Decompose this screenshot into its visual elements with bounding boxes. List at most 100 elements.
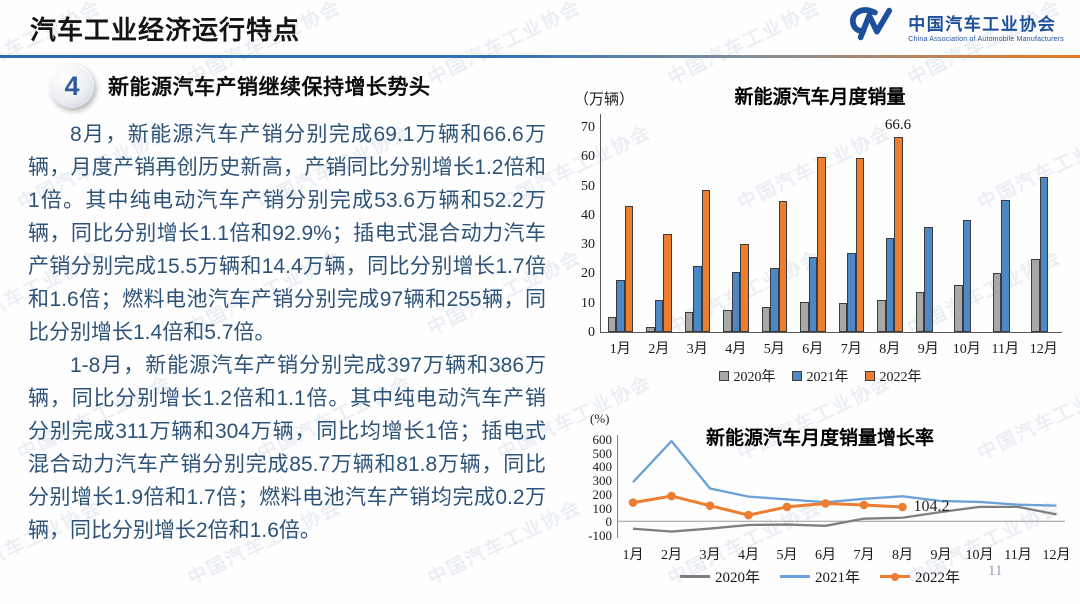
bar-x-label: 12月 — [1029, 342, 1058, 357]
legend-swatch-icon — [864, 371, 875, 381]
bar-y-tick: 10 — [581, 295, 595, 311]
growth-x-label: 2月 — [661, 548, 682, 563]
sales-chart-plot: 70 60 50 40 30 20 10 0 1月 2月 3月 4月 5月 6月 7月 8月 9月 10月 11月 1… — [581, 114, 1062, 357]
bar-x-label: 7月 — [840, 342, 862, 357]
bar-2020年-3月 — [684, 312, 693, 332]
bar-2020年-4月 — [723, 310, 732, 332]
bar-y-tick: 60 — [581, 149, 595, 165]
growth-y-tick: 0 — [605, 514, 613, 530]
line-series-2021年 — [632, 439, 1057, 507]
bar-2020年-11月 — [992, 273, 1001, 332]
bar-2021年-8月 — [885, 238, 894, 332]
bar-2020年-12月 — [1031, 259, 1040, 332]
paragraph-august: 8月，新能源汽车产销分别完成69.1万辆和66.6万辆，月度产销再创历史新高，产… — [28, 123, 546, 344]
legend-item-2021年: 2021年 — [791, 366, 849, 386]
bar-x-label: 10月 — [952, 342, 981, 357]
bar-2022年-2月 — [663, 234, 672, 332]
growth-x-label: 1月 — [622, 548, 644, 563]
bar-2021年-9月 — [924, 227, 933, 332]
bar-2021年-10月 — [962, 219, 971, 332]
bar-2021年-7月 — [847, 252, 856, 332]
marker-2022年-3月 — [705, 501, 715, 510]
bar-2020年-1月 — [607, 317, 616, 332]
marker-2022年-1月 — [628, 498, 638, 507]
growth-chart-canvas — [616, 435, 1065, 538]
bar-2020年-7月 — [838, 303, 847, 332]
legend-item-2022年: 2022年 — [880, 566, 960, 587]
bar-y-tick: 40 — [581, 207, 595, 223]
bar-2021年-1月 — [616, 279, 625, 332]
legend-item-2020年: 2020年 — [679, 566, 760, 587]
bar-x-label: 3月 — [686, 342, 708, 357]
logo-org-name: 中国汽车工业协会 — [908, 15, 1057, 34]
legend-label: 2022年 — [879, 370, 922, 385]
caam-logo-text: 中国汽车工业协会 China Association of Automobile… — [908, 10, 1064, 43]
growth-x-label: 12月 — [1042, 548, 1071, 563]
bar-2022年-3月 — [701, 190, 710, 332]
marker-2022年-2月 — [667, 491, 676, 501]
growth-x-label: 7月 — [853, 548, 875, 563]
legend-label: 2020年 — [733, 370, 776, 385]
caam-logo: 中国汽车工业协会 China Association of Automobile… — [848, 4, 1064, 49]
section-heading-row: 4 新能源汽车产销继续保持增长势头 — [28, 64, 548, 108]
growth-x-label: 3月 — [699, 548, 721, 563]
bar-2020年-5月 — [761, 307, 770, 332]
bar-y-tick: 70 — [581, 120, 595, 135]
caam-logo-mark-icon — [848, 4, 900, 49]
bar-2021年-6月 — [808, 257, 817, 332]
growth-chart-legend: 2020年 2021年 2022年 — [560, 566, 1080, 587]
bar-2021年-2月 — [654, 299, 663, 332]
bar-data-label: 66.6 — [884, 116, 912, 133]
legend-label: 2022年 — [915, 570, 961, 586]
legend-marker-icon — [891, 572, 899, 581]
bar-x-label: 5月 — [763, 342, 785, 357]
growth-x-label: 9月 — [930, 548, 952, 563]
page-title: 汽车工业经济运行特点 — [30, 15, 301, 45]
monthly-sales-bar-chart: （万辆） 新能源汽车月度销量 70 60 50 40 30 20 10 0 1月 2月 3月 4月 5月… — [560, 62, 1080, 402]
growth-x-label: 10月 — [965, 548, 994, 563]
bar-2020年-6月 — [800, 301, 809, 332]
bar-x-label: 8月 — [879, 342, 901, 357]
bar-y-tick: 50 — [581, 178, 595, 194]
growth-chart-unit-label: (%) — [590, 411, 610, 426]
marker-2022年-5月 — [782, 502, 792, 512]
bar-2022年-1月 — [624, 205, 633, 332]
legend-item-2020年: 2020年 — [718, 366, 776, 386]
bar-2022年-7月 — [855, 158, 864, 332]
growth-chart-title: 新能源汽车月度销量增长率 — [705, 428, 934, 449]
bar-2022年-4月 — [740, 244, 749, 332]
legend-line-icon — [779, 575, 810, 578]
legend-item-2021年: 2021年 — [779, 566, 860, 587]
bar-x-label: 6月 — [802, 342, 824, 357]
bar-2021年-11月 — [1001, 200, 1010, 332]
growth-y-tick: 400 — [592, 459, 613, 475]
text-section: 4 新能源汽车产销继续保持增长势头 8月，新能源汽车产销分别完成69.1万辆和6… — [28, 64, 548, 547]
sales-chart-legend: 2020年 2021年 2022年 — [560, 366, 1080, 386]
legend-label: 2020年 — [714, 570, 760, 586]
bar-2022年-6月 — [817, 157, 826, 332]
legend-swatch-icon — [791, 371, 802, 381]
bar-x-label: 4月 — [725, 342, 747, 357]
bar-x-label: 2月 — [648, 342, 670, 357]
growth-rate-line-chart: (%) 新能源汽车月度销量增长率 2020年 2021年 2022年 600 500 4… — [560, 405, 1080, 604]
marker-2022年-4月 — [744, 510, 753, 520]
bar-x-label: 1月 — [609, 342, 631, 357]
page-number: 11 — [988, 563, 1003, 579]
bar-2021年-4月 — [731, 271, 740, 332]
legend-label: 2021年 — [806, 370, 849, 385]
legend-line-icon — [679, 575, 710, 578]
header-divider — [0, 55, 1080, 58]
legend-label: 2021年 — [814, 570, 860, 586]
growth-x-label: 8月 — [892, 548, 913, 563]
growth-data-label: 104.2 — [913, 497, 950, 515]
legend-line-icon — [880, 572, 910, 581]
header: 汽车工业经济运行特点 中国汽车工业协会 China Association of… — [0, 0, 1080, 58]
bar-2022年-5月 — [778, 201, 787, 332]
growth-x-label: 4月 — [738, 548, 759, 563]
paragraph-jan-aug: 1-8月，新能源汽车产销分别完成397万辆和386万辆，同比分别增长1.2倍和1… — [28, 354, 546, 542]
bar-y-tick: 30 — [581, 237, 595, 253]
bar-2020年-10月 — [954, 285, 963, 332]
growth-y-tick: 600 — [592, 432, 613, 447]
bar-2021年-12月 — [1039, 176, 1048, 332]
